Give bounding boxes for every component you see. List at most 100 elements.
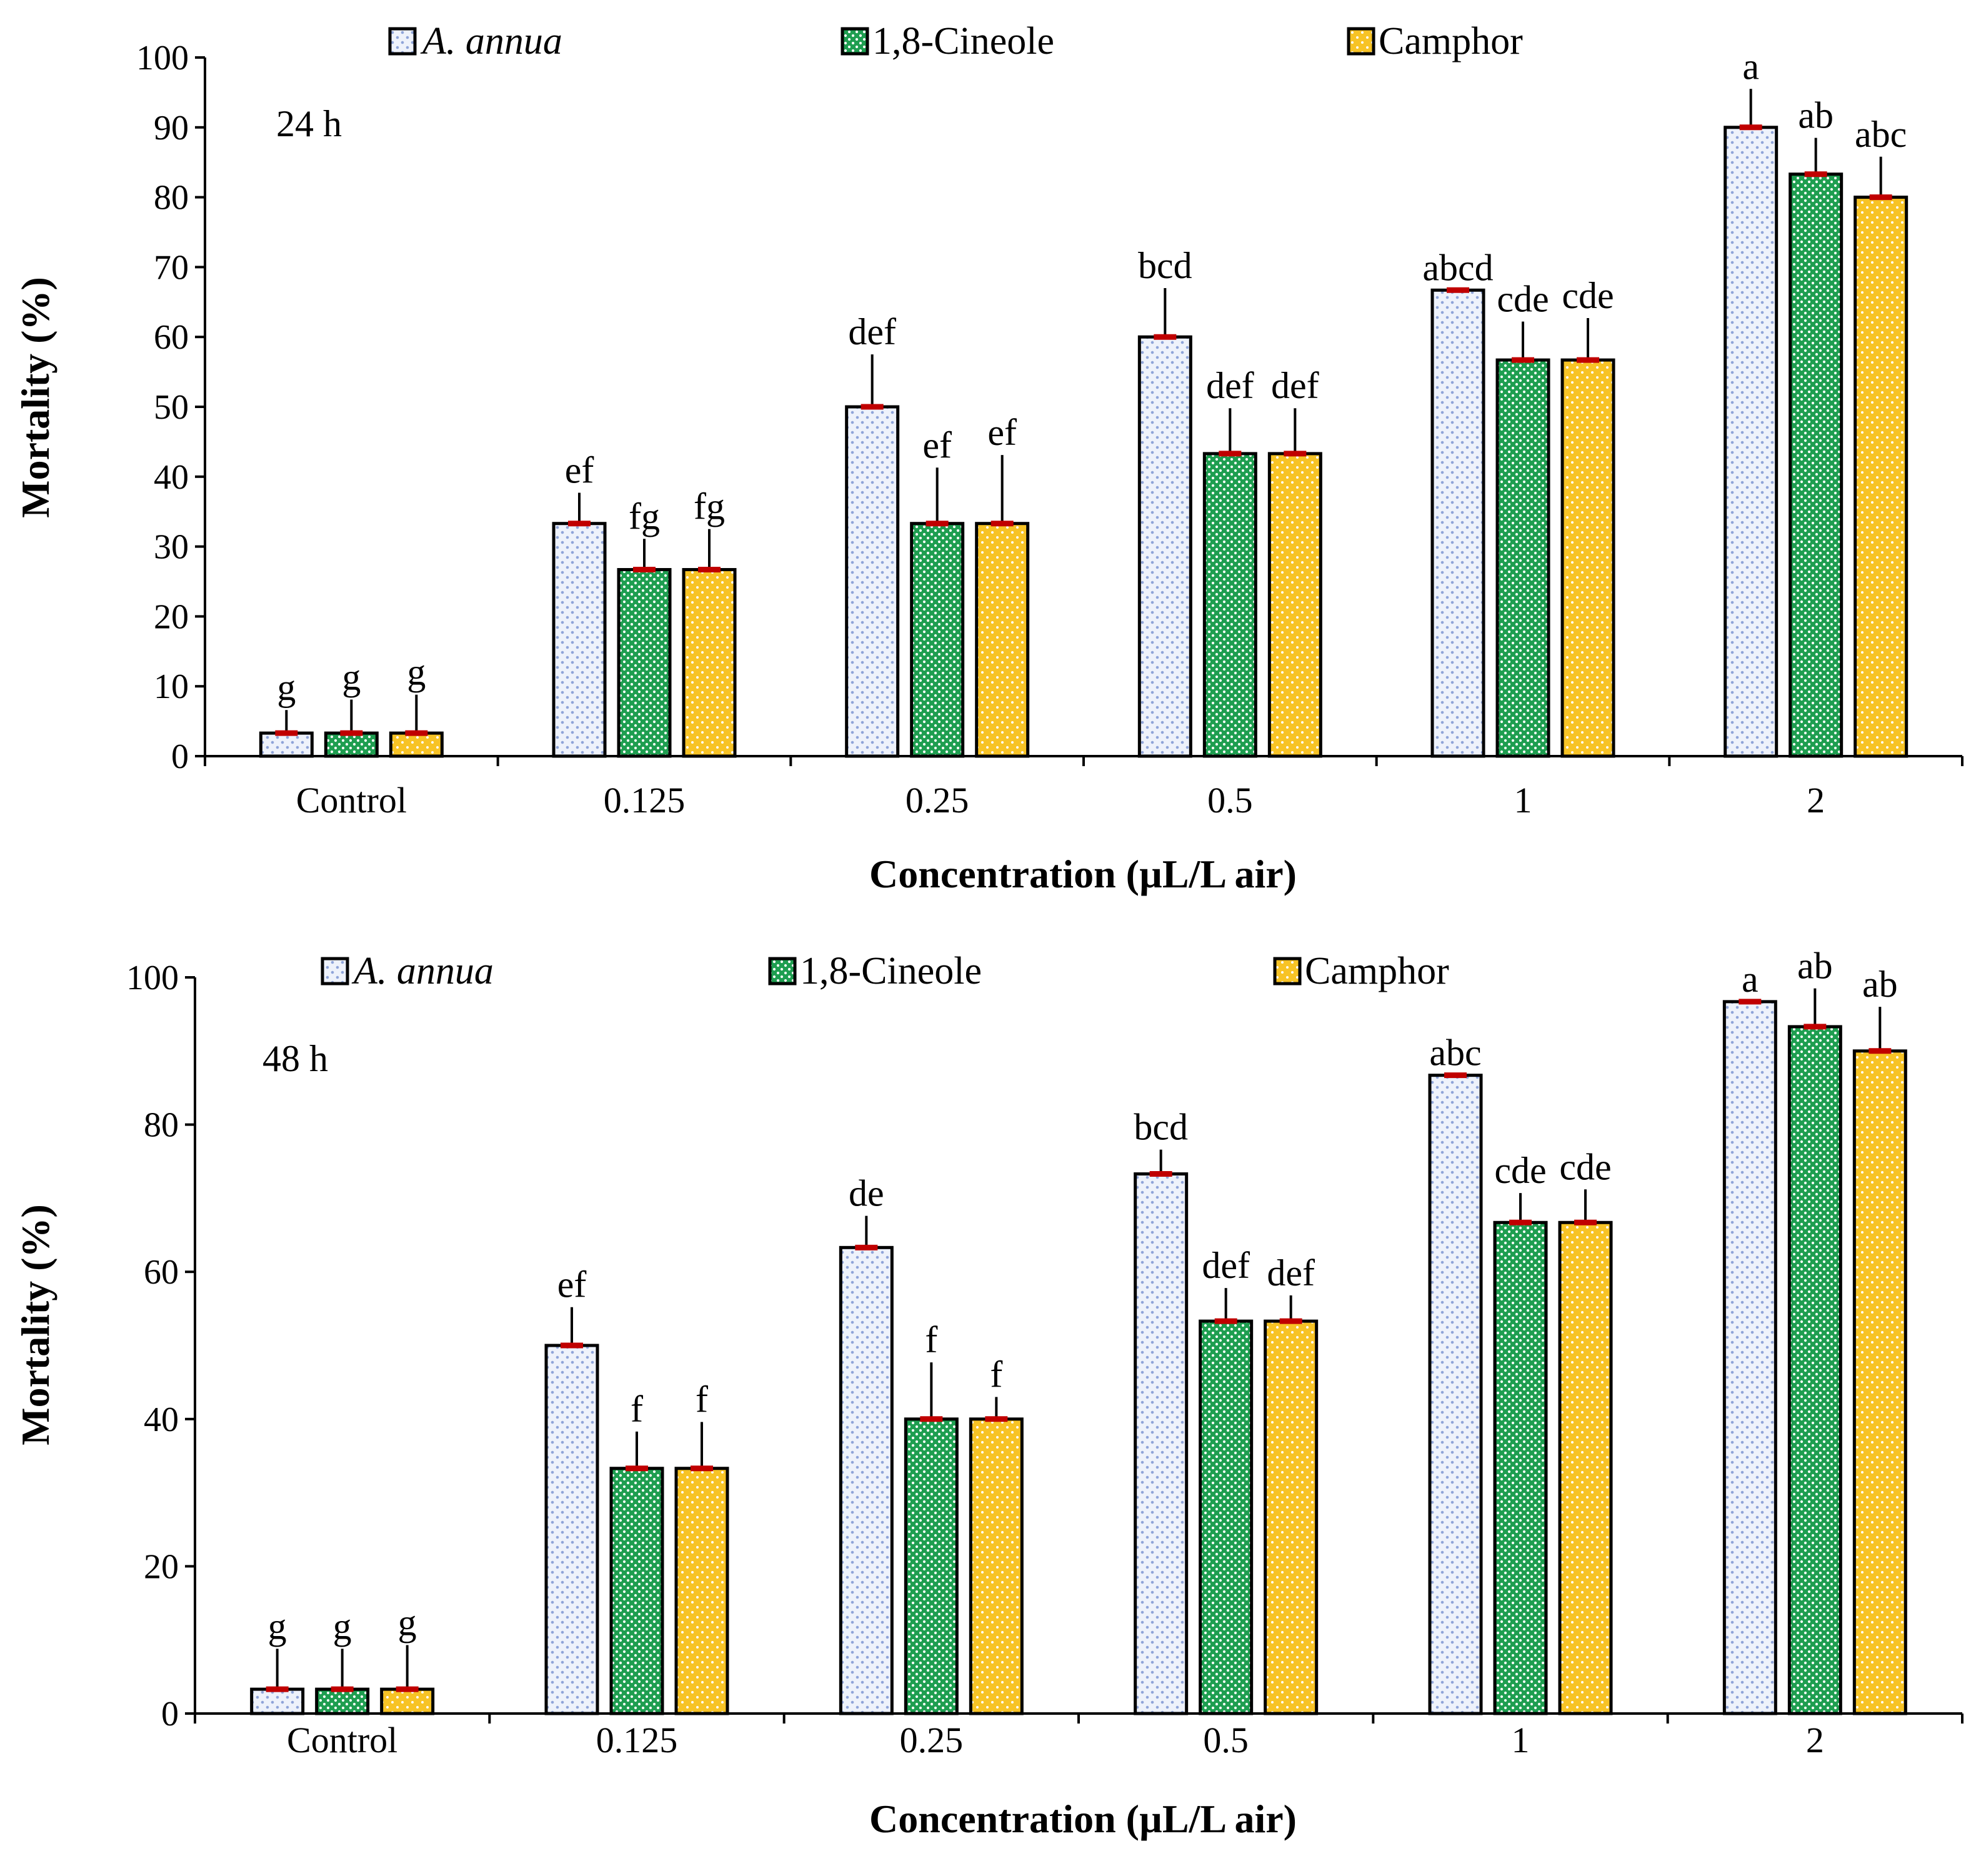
legend-swatch-cineole	[841, 27, 869, 56]
category-label: 2	[1807, 780, 1825, 821]
significance-letter: fg	[694, 486, 725, 527]
bar-cineole	[609, 1467, 664, 1715]
y-tick-label: 60	[144, 1253, 179, 1292]
significance-letter: def	[1271, 365, 1319, 406]
y-tick-label: 0	[161, 1695, 179, 1734]
category-label: Control	[296, 780, 407, 821]
y-tick-label: 90	[154, 109, 189, 147]
significance-letter: def	[1267, 1252, 1315, 1294]
y-tick-label: 40	[154, 458, 189, 497]
x-axis-title: Concentration (µL/L air)	[869, 1797, 1297, 1841]
legend-label-cineole: 1,8-Cineole	[872, 20, 1054, 62]
y-tick-label: 80	[144, 1106, 179, 1145]
bar-annua	[259, 731, 314, 758]
panel-48h: A. annua 1,8-Cineole Camphor 48 h Mortal…	[13, 945, 1964, 1841]
significance-letter: ef	[922, 424, 952, 466]
legend-swatch-annua	[321, 957, 349, 985]
bar-annua	[1134, 1172, 1189, 1715]
legend: A. annua 1,8-Cineole Camphor	[321, 950, 1449, 992]
category-label: 0.5	[1207, 780, 1253, 821]
significance-letter: g	[333, 1605, 352, 1647]
y-tick-label: 10	[154, 667, 189, 706]
category-label: Control	[287, 1720, 397, 1760]
legend-item-camphor: Camphor	[1347, 20, 1523, 62]
y-tick-label: 20	[144, 1547, 179, 1586]
significance-letter: ef	[557, 1264, 587, 1305]
significance-letter: g	[342, 656, 361, 697]
bar-camphor	[682, 567, 737, 758]
category-label: 0.25	[900, 1720, 964, 1760]
legend-label-camphor: Camphor	[1305, 950, 1449, 992]
bar-camphor	[975, 522, 1030, 758]
significance-letter: f	[990, 1354, 1002, 1395]
y-tick-label: 60	[154, 318, 189, 357]
y-axis-title: Mortality (%)	[13, 1204, 57, 1445]
bar-cineole	[1789, 172, 1844, 758]
panel-label: 48 h	[262, 1038, 328, 1079]
bar-cineole	[904, 1417, 959, 1715]
bar-annua	[1428, 1074, 1483, 1715]
bar-camphor	[1560, 358, 1615, 758]
category-label: 1	[1514, 780, 1532, 821]
y-tick-label: 20	[154, 597, 189, 636]
significance-letter: abc	[1855, 114, 1907, 155]
category-label: 0.5	[1203, 1720, 1249, 1760]
significance-letter: de	[849, 1173, 884, 1214]
bar-cineole	[324, 731, 379, 758]
bar-cineole	[315, 1687, 370, 1715]
y-tick-label: 100	[126, 959, 179, 997]
legend-label-camphor: Camphor	[1379, 20, 1523, 62]
category-label: 0.125	[596, 1720, 678, 1760]
legend-item-annua: A. annua	[388, 20, 562, 62]
bar-cineole	[1199, 1319, 1254, 1715]
significance-letter: ab	[1798, 95, 1834, 136]
bar-annua	[250, 1687, 305, 1715]
significance-letter: f	[696, 1379, 708, 1420]
bar-camphor	[389, 731, 444, 758]
legend-item-cineole: 1,8-Cineole	[768, 950, 982, 992]
x-axis-title: Concentration (µL/L air)	[869, 852, 1297, 896]
category-label: 2	[1806, 1720, 1824, 1760]
significance-letter: def	[1206, 365, 1254, 406]
legend-item-cineole: 1,8-Cineole	[841, 20, 1054, 62]
bar-annua	[1722, 1000, 1777, 1715]
legend-item-camphor: Camphor	[1273, 950, 1449, 992]
legend-swatch-cineole	[768, 957, 797, 985]
significance-letter: g	[407, 652, 426, 693]
legend-swatch-camphor	[1273, 957, 1302, 985]
bar-annua	[1137, 335, 1192, 758]
bar-cineole	[1787, 1025, 1842, 1715]
legend-label-annua: A. annua	[420, 20, 562, 62]
bar-annua	[552, 522, 607, 758]
significance-letter: abc	[1429, 1032, 1481, 1074]
panel-24h: A. annua 1,8-Cineole Camphor 24 h Mortal…	[13, 20, 1964, 896]
significance-letter: cde	[1494, 1150, 1546, 1191]
bar-annua	[1430, 288, 1485, 758]
significance-letter: bcd	[1134, 1107, 1188, 1148]
bar-camphor	[1267, 452, 1322, 758]
legend-item-annua: A. annua	[321, 950, 494, 992]
significance-letter: g	[398, 1602, 417, 1643]
category-label: 1	[1512, 1720, 1530, 1760]
bar-annua	[544, 1344, 599, 1715]
significance-letter: cde	[1559, 1146, 1611, 1187]
bar-camphor	[1852, 1049, 1907, 1715]
bar-cineole	[1495, 358, 1550, 758]
y-tick-label: 0	[171, 737, 189, 776]
bar-cineole	[617, 567, 672, 758]
bar-camphor	[1854, 196, 1909, 758]
significance-letter: g	[268, 1605, 287, 1647]
significance-letter: def	[848, 311, 896, 352]
bar-cineole	[910, 522, 965, 758]
y-tick-label: 50	[154, 388, 189, 427]
y-tick-label: 30	[154, 528, 189, 567]
y-tick-label: 100	[136, 39, 189, 77]
bar-annua	[1724, 126, 1779, 758]
legend-label-annua: A. annua	[351, 950, 494, 992]
significance-letter: f	[631, 1389, 643, 1430]
legend: A. annua 1,8-Cineole Camphor	[388, 20, 1523, 62]
significance-letter: ab	[1797, 945, 1833, 987]
category-label: 0.25	[906, 780, 969, 821]
bar-cineole	[1202, 452, 1257, 758]
